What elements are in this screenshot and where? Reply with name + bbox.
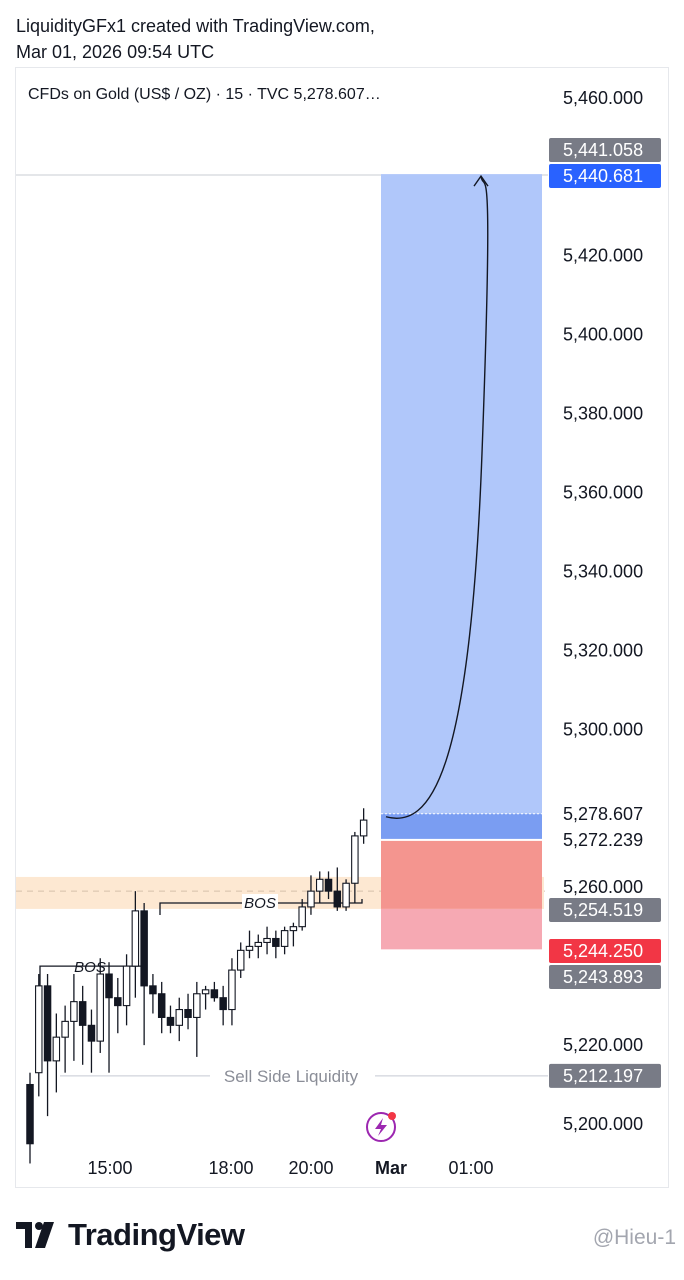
x-tick-label: 15:00 <box>87 1158 132 1178</box>
price-tag-label: 5,441.058 <box>563 140 643 160</box>
replay-lightning-icon <box>366 1112 396 1142</box>
y-tick-label: 5,400.000 <box>563 325 643 345</box>
x-tick-label: 01:00 <box>448 1158 493 1178</box>
date-line: Mar 01, 2026 09:54 UTC <box>16 42 215 62</box>
candle-body <box>78 1001 87 1026</box>
y-tick-label: 5,200.000 <box>563 1114 643 1134</box>
price-label: 5,278.607 <box>563 804 643 824</box>
candle-body <box>201 989 210 995</box>
candle-body <box>342 882 350 908</box>
y-tick-label: 5,260.000 <box>563 877 643 897</box>
tradingview-logo[interactable]: TradingView <box>16 1215 245 1255</box>
y-tick-label: 5,380.000 <box>563 404 643 424</box>
candle-body <box>210 989 219 999</box>
price-tag-label: 5,212.197 <box>563 1066 643 1086</box>
candle-body <box>105 973 113 999</box>
candle-body <box>254 941 263 947</box>
price-tag-label: 5,243.893 <box>563 967 643 987</box>
candle-body <box>324 878 333 892</box>
candle-body <box>272 937 280 947</box>
x-tick-label: 20:00 <box>288 1158 333 1178</box>
candle-body <box>140 910 148 987</box>
replay-icon-ring <box>366 1112 396 1142</box>
author-line: LiquidityGFx1 created with TradingView.c… <box>16 16 375 36</box>
price-tag-grey <box>549 1063 661 1088</box>
price-tag-blue <box>549 164 661 188</box>
candle-body <box>43 985 52 1062</box>
bos-label: BOS <box>74 959 106 976</box>
y-tick-label: 5,300.000 <box>563 719 643 739</box>
tradingview-logo-icon <box>16 1222 54 1248</box>
candle-body <box>289 926 298 932</box>
candle-body <box>114 997 122 1007</box>
candle-body <box>333 890 342 908</box>
candle-body <box>131 910 140 967</box>
candle-body <box>61 1020 69 1038</box>
replay-icon-bolt <box>375 1118 387 1136</box>
candle-body <box>87 1024 96 1042</box>
candle-body <box>307 890 315 908</box>
price-tag-grey <box>549 898 661 922</box>
x-tick-label: 18:00 <box>208 1158 253 1178</box>
sell-side-liquidity-label: Sell Side Liquidity <box>224 1067 359 1086</box>
author-watermark: @Hieu-1 <box>592 1226 676 1249</box>
candle-body <box>351 835 359 884</box>
projection-arrow <box>385 176 489 819</box>
y-tick-label: 5,220.000 <box>563 1035 643 1055</box>
candle-body <box>70 1001 78 1022</box>
y-tick-label: 5,320.000 <box>563 640 643 660</box>
entry-band <box>381 813 542 839</box>
candle-body <box>35 985 43 1074</box>
stop-zone <box>381 908 542 950</box>
candle-body <box>166 1016 175 1026</box>
projection-arrowhead <box>473 174 489 187</box>
candle-body <box>219 997 227 1011</box>
replay-icon-dot <box>388 1112 396 1120</box>
price-tag-grey <box>549 138 661 162</box>
y-tick-label: 5,360.000 <box>563 483 643 503</box>
stop-zone-upper <box>381 840 542 909</box>
candle-body <box>52 1036 61 1062</box>
candle-body <box>122 965 131 1007</box>
chart-canvas[interactable]: Sell Side Liquidity BOS BOS 5,460.000 5,420.… <box>0 0 684 1200</box>
x-tick-label: Mar <box>375 1158 407 1178</box>
symbol-title: CFDs on Gold (US$ / OZ) · 15 · TVC 5,278… <box>28 86 381 103</box>
candle-body <box>315 878 324 892</box>
price-tag-label: 5,254.519 <box>563 900 643 920</box>
bos-label-bg <box>242 893 278 912</box>
candle-body <box>157 993 166 1018</box>
candle-body <box>26 1083 34 1145</box>
target-zone <box>381 174 542 814</box>
candle-body <box>149 985 157 995</box>
candle-body <box>96 973 104 1042</box>
candle-body <box>298 906 306 928</box>
candle-body <box>184 1008 192 1018</box>
candle-body <box>280 930 289 947</box>
candle-body <box>359 819 368 837</box>
price-tag-label: 5,440.681 <box>563 166 643 186</box>
y-tick-label: 5,420.000 <box>563 246 643 266</box>
candle-body <box>245 945 254 951</box>
price-label: 5,272.239 <box>563 830 643 850</box>
tradingview-logo-text: TradingView <box>68 1217 245 1252</box>
price-tag-label: 5,244.250 <box>563 941 643 961</box>
price-tag-grey <box>549 965 661 989</box>
candle-body <box>193 993 201 1018</box>
y-tick-label: 5,460.000 <box>563 88 643 108</box>
candle-body <box>236 949 245 971</box>
y-tick-label: 5,340.000 <box>563 561 643 581</box>
bos-label: BOS <box>244 895 276 912</box>
candle-body <box>175 1008 184 1026</box>
price-tag-red <box>549 939 661 963</box>
candle-body <box>263 937 271 944</box>
candle-body <box>228 969 236 1011</box>
